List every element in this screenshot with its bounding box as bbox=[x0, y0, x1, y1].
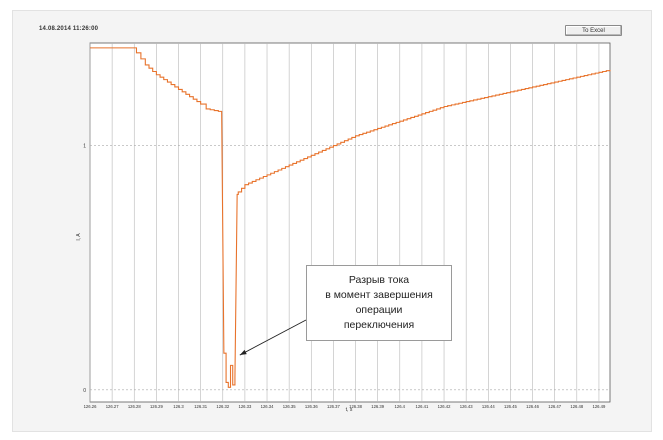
x-tick-label: 126.36 bbox=[305, 404, 318, 409]
x-axis-label: t, s bbox=[346, 407, 353, 413]
annotation-arrow-head bbox=[239, 349, 247, 356]
x-tick-label: 126.3 bbox=[173, 404, 184, 409]
x-tick-label: 126.34 bbox=[261, 404, 274, 409]
annotation-arrow-line bbox=[239, 319, 307, 356]
x-tick-label: 126.33 bbox=[238, 404, 251, 409]
annotation-arrow-layer bbox=[239, 319, 307, 356]
x-tick-label: 126.26 bbox=[84, 404, 97, 409]
annotation-line-1: Разрыв тока bbox=[348, 274, 410, 286]
x-tick-label: 126.31 bbox=[194, 404, 207, 409]
timestamp-label: 14.08.2014 11:26:00 bbox=[39, 26, 99, 32]
x-tick-label: 126.43 bbox=[460, 404, 473, 409]
x-tick-label: 126.38 bbox=[349, 404, 362, 409]
x-tick-label: 126.41 bbox=[416, 404, 429, 409]
y-tick-label: 1 bbox=[83, 144, 86, 150]
x-tick-label: 126.39 bbox=[371, 404, 384, 409]
x-tick-label: 126.35 bbox=[283, 404, 296, 409]
x-tick-label: 126.45 bbox=[504, 404, 517, 409]
grid bbox=[89, 43, 610, 402]
x-tick-label: 126.29 bbox=[150, 404, 163, 409]
annotation-line-4: переключения bbox=[343, 319, 415, 331]
x-tick-label: 126.47 bbox=[548, 404, 561, 409]
current-series-line bbox=[90, 47, 611, 388]
y-tick-label: 0 bbox=[83, 388, 86, 394]
x-tick-label: 126.42 bbox=[438, 404, 451, 409]
x-tick-label: 126.46 bbox=[526, 404, 539, 409]
annotation-line-2: в момент завершения bbox=[325, 289, 433, 301]
x-tick-label: 126.48 bbox=[570, 404, 583, 409]
x-tick-label: 126.4 bbox=[395, 404, 406, 409]
x-tick-label: 126.37 bbox=[327, 404, 340, 409]
ticks: 126.26 126.27 126.28 126.29 126.3 126.31 126.3… bbox=[83, 144, 606, 409]
x-tick-label: 126.49 bbox=[593, 404, 606, 409]
x-tick-label: 126.44 bbox=[482, 404, 495, 409]
series-layer bbox=[90, 47, 611, 388]
annotation-callout: Разрыв тока в момент завершения операции… bbox=[306, 265, 452, 341]
y-axis-label: I, A bbox=[76, 233, 82, 241]
export-to-excel-button[interactable]: To Excel bbox=[565, 25, 622, 36]
x-tick-label: 126.27 bbox=[106, 404, 119, 409]
x-tick-label: 126.32 bbox=[216, 404, 229, 409]
x-tick-label: 126.28 bbox=[128, 404, 141, 409]
plot-area bbox=[89, 42, 611, 403]
annotation-line-3: операции bbox=[355, 304, 403, 316]
